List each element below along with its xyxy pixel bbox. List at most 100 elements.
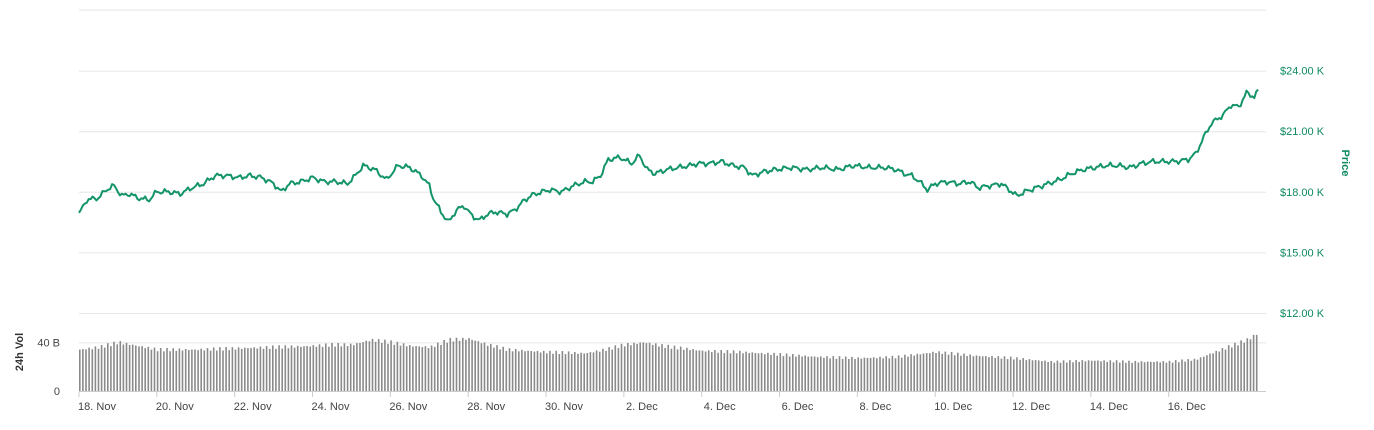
volume-bar: [630, 345, 632, 391]
volume-bar: [975, 355, 978, 391]
volume-bar: [1246, 338, 1249, 391]
volume-bar: [1231, 347, 1233, 391]
volume-bar: [455, 337, 458, 391]
volume-bar: [1009, 356, 1012, 391]
volume-bar: [1159, 362, 1161, 391]
volume-bar: [751, 352, 754, 391]
volume-bar: [430, 345, 433, 391]
volume-bar: [1209, 353, 1211, 391]
volume-bar: [913, 355, 915, 391]
volume-bar: [377, 339, 380, 391]
volume-bar: [1227, 345, 1230, 391]
price-tick-label: $21.00 K: [1280, 126, 1325, 138]
volume-bar: [259, 346, 262, 391]
volume-bar: [505, 350, 508, 391]
volume-bar: [427, 348, 430, 391]
volume-bar: [1103, 360, 1105, 391]
volume-bar: [589, 352, 592, 391]
volume-bar: [82, 349, 84, 391]
volume-bar: [1184, 361, 1186, 391]
volume-bar: [265, 346, 268, 391]
x-tick-label: 22. Nov: [234, 401, 272, 413]
volume-bar: [359, 343, 361, 391]
volume-bar: [409, 345, 411, 391]
volume-bar: [536, 350, 539, 391]
volume-bar: [655, 343, 657, 391]
x-tick-label: 8. Dec: [859, 401, 891, 413]
volume-bar: [661, 344, 663, 391]
volume-bar: [1153, 362, 1155, 391]
volume-bar: [483, 342, 486, 391]
volume-bar: [795, 356, 797, 391]
volume-bar: [405, 346, 408, 391]
volume-bar: [651, 344, 654, 391]
volume-bar: [85, 349, 87, 391]
volume-bar: [686, 347, 688, 391]
volume-bar: [947, 354, 950, 391]
volume-bar: [1047, 362, 1049, 391]
volume-bar: [502, 346, 504, 391]
volume-bar: [742, 353, 744, 391]
volume-bar: [387, 343, 389, 391]
volume-bar: [739, 350, 741, 391]
volume-bar: [810, 356, 813, 391]
volume-bar: [944, 351, 947, 391]
volume-bar: [623, 346, 626, 391]
volume-bar: [542, 350, 545, 391]
volume-bar: [281, 348, 283, 391]
volume-bar: [1003, 356, 1006, 391]
volume-bar: [729, 353, 732, 391]
volume-bar: [695, 350, 698, 391]
volume-bar: [524, 351, 526, 391]
volume-bar: [726, 350, 729, 391]
volume-bar: [119, 341, 122, 391]
x-tick-label: 24. Nov: [312, 401, 350, 413]
volume-bar: [1013, 359, 1015, 391]
volume-bar: [480, 343, 483, 391]
volume-bar: [555, 350, 557, 391]
volume-bar: [138, 346, 140, 391]
volume-bar: [449, 337, 452, 391]
volume-bar: [97, 348, 100, 391]
gridlines: [79, 9, 1266, 344]
volume-bar: [823, 357, 825, 391]
volume-bar: [356, 343, 358, 391]
volume-bar: [829, 358, 831, 391]
volume-bar: [337, 343, 339, 391]
volume-bar: [1255, 334, 1258, 391]
volume-bar: [340, 346, 343, 391]
volume-bar: [418, 346, 420, 391]
volume-bar: [1206, 355, 1208, 391]
volume-bar: [135, 345, 137, 391]
volume-bar: [194, 349, 196, 391]
volume-bar: [1137, 362, 1140, 391]
volume-bar: [275, 348, 277, 391]
volume-bar: [1212, 353, 1214, 391]
volume-bar: [639, 342, 641, 391]
volume-bar: [91, 349, 94, 391]
volume-bar: [290, 345, 293, 391]
price-line: [78, 88, 1259, 221]
price-axis-title: Price: [1339, 150, 1351, 177]
volume-bar: [362, 342, 364, 391]
volume-bar: [735, 353, 738, 391]
volume-bar: [888, 358, 891, 391]
volume-bar: [720, 350, 722, 391]
volume-bar: [767, 352, 769, 391]
volume-bar: [437, 342, 439, 391]
volume-bar: [125, 342, 128, 391]
volume-bar: [1128, 360, 1130, 391]
volume-bar: [231, 347, 234, 391]
volume-bar: [885, 356, 887, 391]
volume-bar: [368, 341, 371, 391]
volume-bar: [1221, 348, 1224, 391]
volume-bar: [486, 345, 489, 391]
volume-bar: [468, 338, 470, 391]
volume-bar: [760, 352, 763, 391]
volume-bar: [244, 347, 246, 391]
volume-bar: [530, 351, 532, 391]
volume-bar: [598, 351, 601, 391]
volume-bar: [577, 353, 579, 391]
volume-bar: [574, 352, 576, 391]
